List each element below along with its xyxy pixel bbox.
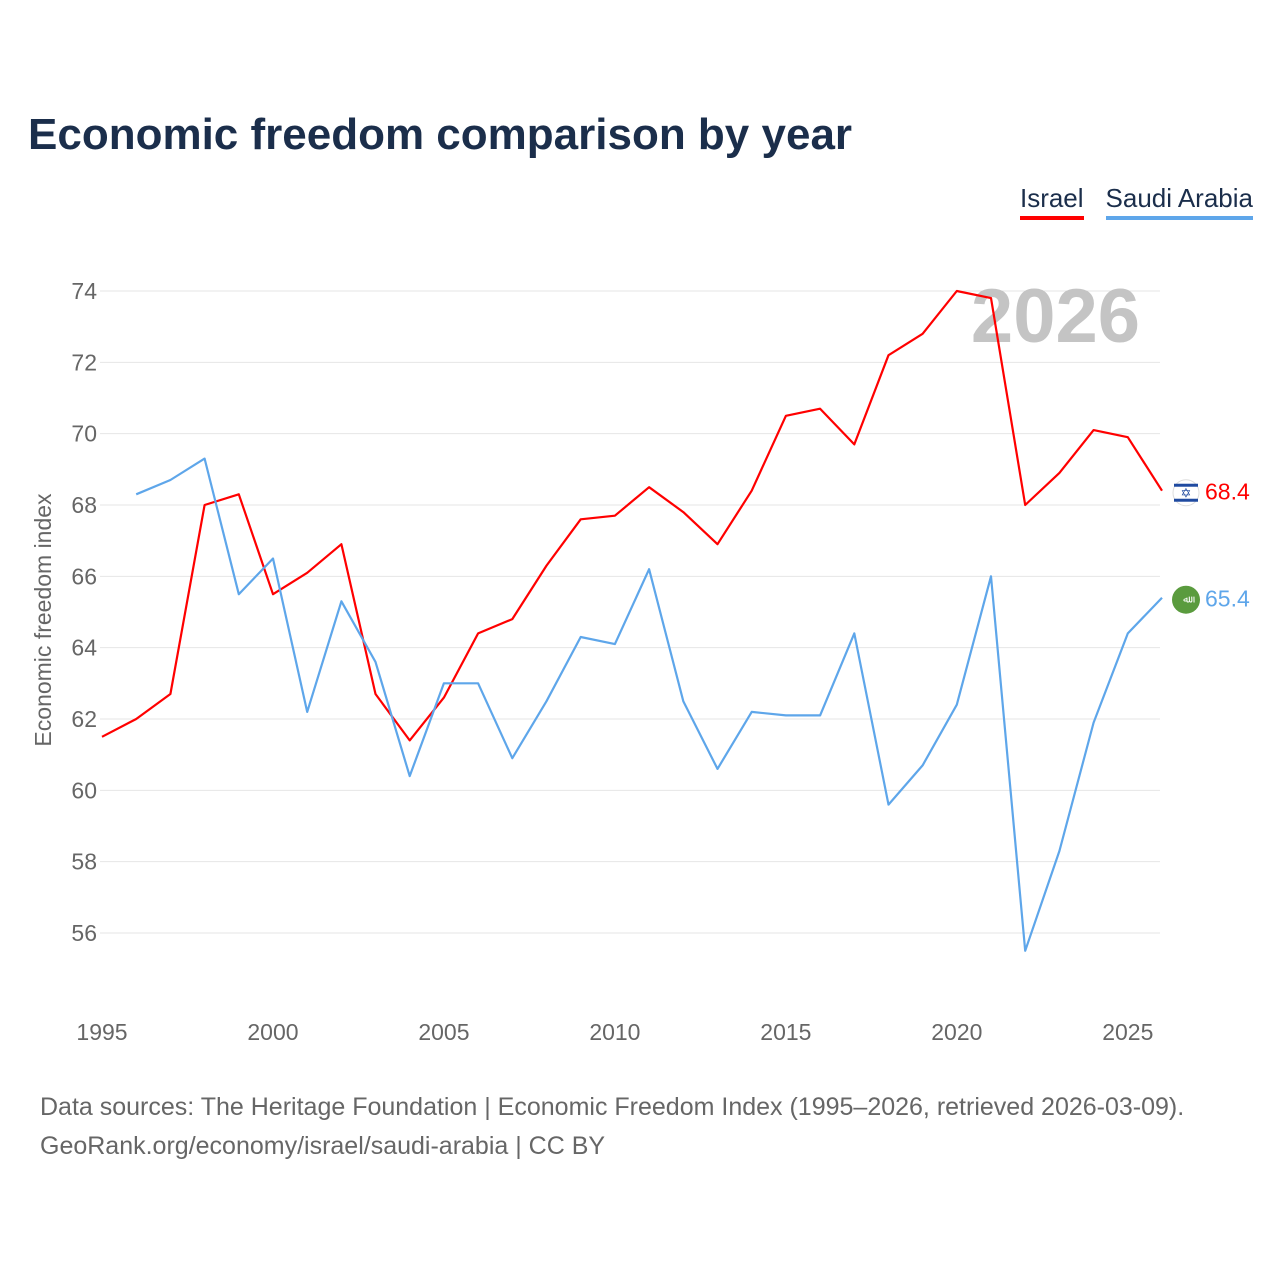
legend-item-saudi-arabia[interactable]: Saudi Arabia bbox=[1105, 183, 1253, 220]
end-value-label: 65.4 bbox=[1205, 586, 1250, 612]
x-tick-label: 2020 bbox=[931, 1019, 982, 1045]
y-tick-label: 60 bbox=[71, 777, 97, 803]
x-tick-label: 2000 bbox=[247, 1019, 298, 1045]
star-of-david-icon: ✡ bbox=[1181, 486, 1192, 501]
watermark-year: 2026 bbox=[971, 274, 1140, 359]
saudi-flag-icon bbox=[1172, 585, 1200, 614]
source-line-1: Data sources: The Heritage Foundation | … bbox=[40, 1093, 1185, 1121]
y-tick-label: 66 bbox=[71, 563, 97, 589]
x-tick-label: 2010 bbox=[589, 1019, 640, 1045]
israel-flag-stripe bbox=[1174, 498, 1198, 502]
chart-title: Economic freedom comparison by year bbox=[28, 110, 853, 159]
source-note: Data sources: The Heritage Foundation | … bbox=[40, 1088, 1184, 1166]
y-tick-label: 68 bbox=[71, 492, 97, 518]
x-tick-label: 2015 bbox=[760, 1019, 811, 1045]
y-tick-label: 64 bbox=[71, 635, 97, 661]
y-tick-label: 70 bbox=[71, 421, 97, 447]
y-tick-label: 72 bbox=[71, 349, 97, 375]
x-tick-label: 2005 bbox=[418, 1019, 469, 1045]
x-tick-label: 2025 bbox=[1102, 1019, 1153, 1045]
series-line-israel bbox=[101, 289, 1163, 742]
source-line-2[interactable]: GeoRank.org/economy/israel/saudi-arabia … bbox=[40, 1132, 606, 1160]
y-tick-label: 74 bbox=[71, 278, 97, 304]
y-tick-label: 56 bbox=[71, 920, 97, 946]
legend: Israel Saudi Arabia bbox=[1019, 183, 1253, 220]
series-line-saudi-arabia bbox=[135, 457, 1163, 952]
y-tick-label: 58 bbox=[71, 849, 97, 875]
x-tick-label: 1995 bbox=[76, 1019, 127, 1045]
y-tick-label: 62 bbox=[71, 706, 97, 732]
y-axis-label: Economic freedom index bbox=[30, 493, 56, 747]
israel-flag-stripe bbox=[1174, 483, 1198, 487]
legend-item-israel[interactable]: Israel bbox=[1019, 183, 1084, 220]
end-value-label: 68.4 bbox=[1205, 479, 1250, 505]
